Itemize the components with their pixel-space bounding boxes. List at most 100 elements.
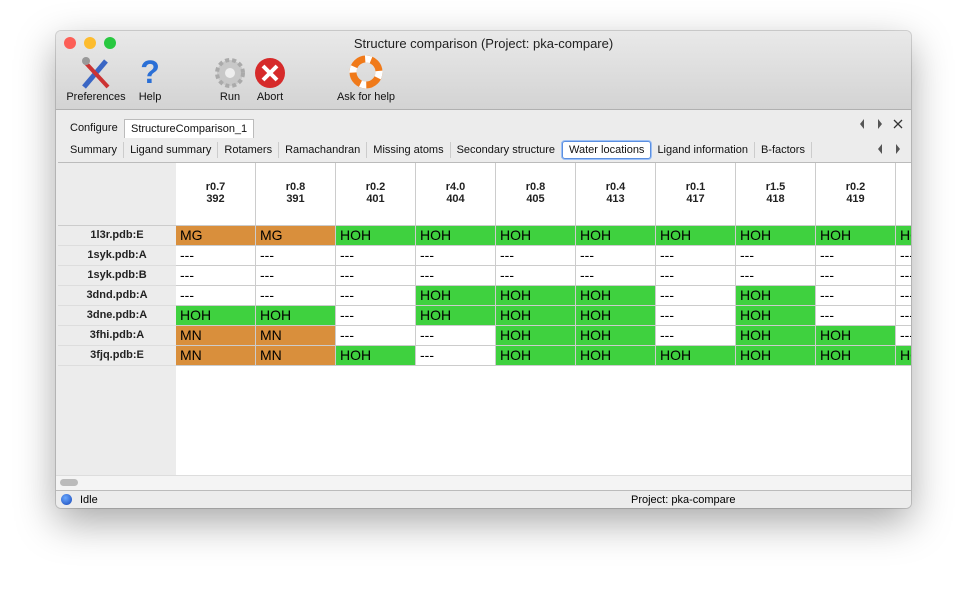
table-cell[interactable]: HOH: [576, 286, 656, 306]
table-cell[interactable]: HOH: [496, 306, 576, 326]
column-header[interactable]: r0.1 417: [656, 163, 736, 225]
table-cell[interactable]: MN: [176, 326, 256, 346]
table-cell[interactable]: ---: [816, 306, 896, 326]
row-header[interactable]: 1syk.pdb:A: [58, 246, 176, 266]
table-cell[interactable]: HOH: [736, 326, 816, 346]
table-cell[interactable]: ---: [736, 266, 816, 286]
table-cell[interactable]: ---: [656, 286, 736, 306]
table-cell[interactable]: ---: [416, 326, 496, 346]
table-cell[interactable]: HOH: [416, 226, 496, 246]
table-cell[interactable]: HOH: [496, 226, 576, 246]
subtab[interactable]: Missing atoms: [367, 142, 451, 158]
table-cell[interactable]: ---: [736, 246, 816, 266]
subtab[interactable]: Summary: [64, 142, 125, 158]
table-cell[interactable]: HOH: [816, 346, 896, 366]
column-header[interactable]: r0.8 391: [256, 163, 336, 225]
table-cell[interactable]: ---: [176, 246, 256, 266]
table-cell[interactable]: HOH: [656, 346, 736, 366]
table-cell[interactable]: MN: [256, 346, 336, 366]
table-cell[interactable]: ---: [336, 326, 416, 346]
subtab[interactable]: Ramachandran: [279, 142, 368, 158]
minimize-button[interactable]: [84, 37, 96, 49]
table-cell[interactable]: ---: [496, 266, 576, 286]
table-cell[interactable]: HOH: [736, 306, 816, 326]
column-header[interactable]: r0.8 405: [496, 163, 576, 225]
table-cell[interactable]: HOH: [336, 346, 416, 366]
subtab[interactable]: Secondary structure: [451, 142, 563, 158]
table-cell[interactable]: ---: [416, 346, 496, 366]
subtab-scroll[interactable]: [874, 142, 904, 156]
tab[interactable]: Configure: [70, 122, 118, 134]
table-cell[interactable]: MG: [176, 226, 256, 246]
column-header[interactable]: r1.5 418: [736, 163, 816, 225]
table-cell[interactable]: HOH: [256, 306, 336, 326]
table-cell[interactable]: HOH: [496, 326, 576, 346]
table-cell[interactable]: ---: [656, 246, 736, 266]
table-cell[interactable]: HOH: [496, 286, 576, 306]
table-cell[interactable]: ---: [896, 306, 911, 326]
row-header[interactable]: 1syk.pdb:B: [58, 266, 176, 286]
column-header[interactable]: r0.2 419: [816, 163, 896, 225]
table-cell[interactable]: HOH: [336, 226, 416, 246]
table-cell[interactable]: ---: [336, 266, 416, 286]
table-cell[interactable]: HOH: [816, 226, 896, 246]
table-cell[interactable]: HOH: [416, 286, 496, 306]
scroll-thumb[interactable]: [60, 479, 78, 486]
row-header[interactable]: 1l3r.pdb:E: [58, 226, 176, 246]
table-cell[interactable]: ---: [896, 266, 911, 286]
table-cell[interactable]: HOH: [656, 226, 736, 246]
table-cell[interactable]: HOH: [736, 346, 816, 366]
table-cell[interactable]: ---: [416, 246, 496, 266]
table-cell[interactable]: ---: [336, 286, 416, 306]
tab-controls[interactable]: [856, 117, 906, 131]
column-header[interactable]: r0.2 401: [336, 163, 416, 225]
toolbar-button[interactable]: Abort: [256, 91, 284, 103]
table-cell[interactable]: ---: [656, 266, 736, 286]
table-cell[interactable]: HOH: [576, 326, 656, 346]
row-header[interactable]: 3fjq.pdb:E: [58, 346, 176, 366]
toolbar-button[interactable]: Run: [219, 91, 241, 103]
subtab[interactable]: Rotamers: [218, 142, 280, 158]
subtab[interactable]: B-factors: [755, 142, 812, 158]
table-cell[interactable]: ---: [256, 286, 336, 306]
table-cell[interactable]: ---: [816, 246, 896, 266]
toolbar-button[interactable]: Help: [138, 91, 162, 103]
table-cell[interactable]: HOH: [816, 326, 896, 346]
row-header[interactable]: 3dne.pdb:A: [58, 306, 176, 326]
toolbar-button[interactable]: Ask for help: [336, 91, 396, 103]
table-cell[interactable]: ---: [816, 286, 896, 306]
table-cell[interactable]: ---: [656, 326, 736, 346]
subtab[interactable]: Ligand information: [651, 142, 755, 158]
zoom-button[interactable]: [104, 37, 116, 49]
table-cell[interactable]: HOH: [176, 306, 256, 326]
table-cell[interactable]: ---: [176, 266, 256, 286]
table-cell[interactable]: HOH: [896, 226, 911, 246]
table-cell[interactable]: ---: [896, 326, 911, 346]
table-cell[interactable]: ---: [176, 286, 256, 306]
table-cell[interactable]: ---: [336, 306, 416, 326]
table-cell[interactable]: ---: [576, 266, 656, 286]
table-cell[interactable]: HOH: [736, 286, 816, 306]
table-cell[interactable]: HOH: [496, 346, 576, 366]
table-cell[interactable]: ---: [416, 266, 496, 286]
table-cell[interactable]: HOH: [736, 226, 816, 246]
tab[interactable]: StructureComparison_1: [124, 119, 255, 138]
row-header[interactable]: 3dnd.pdb:A: [58, 286, 176, 306]
table-cell[interactable]: ---: [656, 306, 736, 326]
table-cell[interactable]: HOH: [576, 306, 656, 326]
close-button[interactable]: [64, 37, 76, 49]
column-header[interactable]: r4.0 404: [416, 163, 496, 225]
table-cell[interactable]: ---: [336, 246, 416, 266]
table-cell[interactable]: MN: [176, 346, 256, 366]
table-cell[interactable]: ---: [256, 266, 336, 286]
table-cell[interactable]: MN: [256, 326, 336, 346]
table-cell[interactable]: ---: [896, 286, 911, 306]
table-cell[interactable]: ---: [256, 246, 336, 266]
subtab[interactable]: Ligand summary: [124, 142, 219, 158]
toolbar-button[interactable]: Preferences: [66, 91, 126, 103]
table-cell[interactable]: HOH: [576, 226, 656, 246]
table-cell[interactable]: ---: [576, 246, 656, 266]
row-header[interactable]: 3fhi.pdb:A: [58, 326, 176, 346]
horizontal-scrollbar[interactable]: [56, 475, 911, 490]
column-header[interactable]: r0.4 413: [576, 163, 656, 225]
